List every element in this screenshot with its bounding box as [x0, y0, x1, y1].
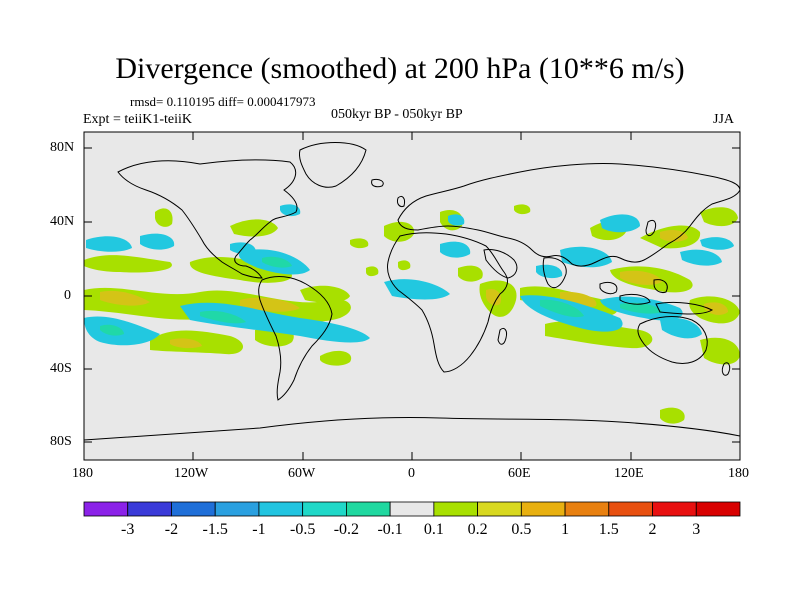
colorbar-label: 0.5 [511, 521, 532, 538]
colorbar-swatch [652, 501, 697, 517]
colorbar-swatch [477, 501, 522, 517]
season-label: JJA [713, 112, 735, 127]
positive-core [100, 290, 150, 306]
lon-tick-label: 120E [614, 466, 644, 481]
lon-tick-label: 180 [72, 466, 93, 481]
positive-region [514, 204, 531, 215]
negative-region [600, 214, 640, 233]
lon-tick-label: 0 [408, 466, 415, 481]
negative-core [100, 324, 124, 336]
positive-region [458, 265, 483, 282]
positive-region [320, 350, 352, 366]
colorbar-swatch [345, 501, 391, 517]
lat-tick-label: 0 [64, 288, 71, 303]
colorbar-swatch [171, 501, 216, 517]
negative-region [140, 233, 175, 250]
divergence-field [84, 204, 740, 424]
negative-region [660, 317, 702, 339]
negative-region [86, 236, 132, 252]
positive-region [155, 208, 173, 227]
colorbar-label: -2 [164, 521, 179, 538]
colorbar-swatch [258, 501, 304, 517]
colorbar-label: 0.1 [423, 521, 444, 538]
positive-region [398, 260, 411, 271]
negative-region [560, 246, 612, 268]
coastlines [84, 142, 740, 441]
colorbar-swatch [83, 501, 129, 517]
lon-tick-label: 180 [728, 466, 749, 481]
positive-region [350, 238, 369, 249]
positive-region [230, 219, 278, 237]
lat-tick-label: 80S [50, 434, 72, 449]
map-title: Divergence (smoothed) at 200 hPa (10**6 … [115, 52, 685, 85]
positive-core [704, 302, 728, 315]
colorbar-label: -1 [252, 521, 266, 538]
positive-core [620, 270, 662, 285]
colorbar-swatch [127, 501, 172, 517]
colorbar-label: -1.5 [202, 521, 228, 538]
positive-region [545, 320, 653, 349]
colorbar-label: 3 [692, 521, 701, 538]
colorbar-swatch [608, 501, 653, 517]
positive-region [84, 255, 172, 273]
lon-ticks [83, 132, 741, 460]
colorbar-swatch [302, 501, 347, 517]
stats-line: rmsd= 0.110195 diff= 0.000417973 [130, 94, 316, 109]
negative-region [700, 237, 734, 250]
colorbar [83, 501, 741, 517]
colorbar-label: 0.2 [467, 521, 488, 538]
colorbar-label: -0.1 [377, 521, 403, 538]
negative-core [620, 302, 662, 314]
lon-tick-label: 120W [174, 466, 209, 481]
lon-tick-label: 60E [508, 466, 531, 481]
negative-region [440, 241, 471, 258]
period-label: 050kyr BP - 050kyr BP [331, 107, 463, 122]
lat-tick-label: 40N [50, 214, 75, 229]
colorbar-label: -0.5 [289, 521, 316, 538]
colorbar-label: -3 [121, 521, 135, 538]
lon-tick-label: 60W [288, 466, 316, 481]
negative-region [536, 264, 563, 279]
positive-region [384, 221, 415, 242]
negative-region [448, 214, 465, 226]
negative-core [200, 310, 246, 324]
colorbar-label: 2 [648, 521, 657, 538]
positive-core [486, 288, 502, 306]
positive-region [366, 266, 379, 277]
positive-region [189, 256, 292, 283]
colorbar-swatch [433, 501, 479, 517]
negative-region [180, 302, 370, 343]
negative-region [280, 204, 301, 217]
colorbar-label: -0.2 [333, 521, 360, 538]
positive-region [700, 207, 738, 227]
colorbar-swatch [695, 501, 741, 517]
colorbar-swatch [214, 501, 260, 517]
positive-core [660, 230, 688, 242]
positive-region [700, 337, 740, 365]
negative-region [384, 279, 450, 300]
positive-region [300, 285, 350, 303]
experiment-label: Expt = teiiK1-teiiK [83, 112, 192, 127]
negative-core [540, 299, 584, 318]
colorbar-label: 1 [561, 521, 570, 538]
lat-tick-label: 80N [50, 140, 75, 155]
colorbar-swatch [520, 501, 566, 517]
negative-region [680, 249, 722, 266]
positive-core [240, 297, 300, 312]
colorbar-swatch [564, 501, 610, 517]
negative-core [262, 256, 292, 268]
colorbar-label: 1.5 [598, 521, 619, 538]
positive-region [660, 407, 685, 424]
positive-core [170, 338, 202, 349]
lat-ticks [84, 147, 740, 443]
lat-tick-label: 40S [50, 361, 72, 376]
colorbar-swatch [389, 501, 435, 517]
